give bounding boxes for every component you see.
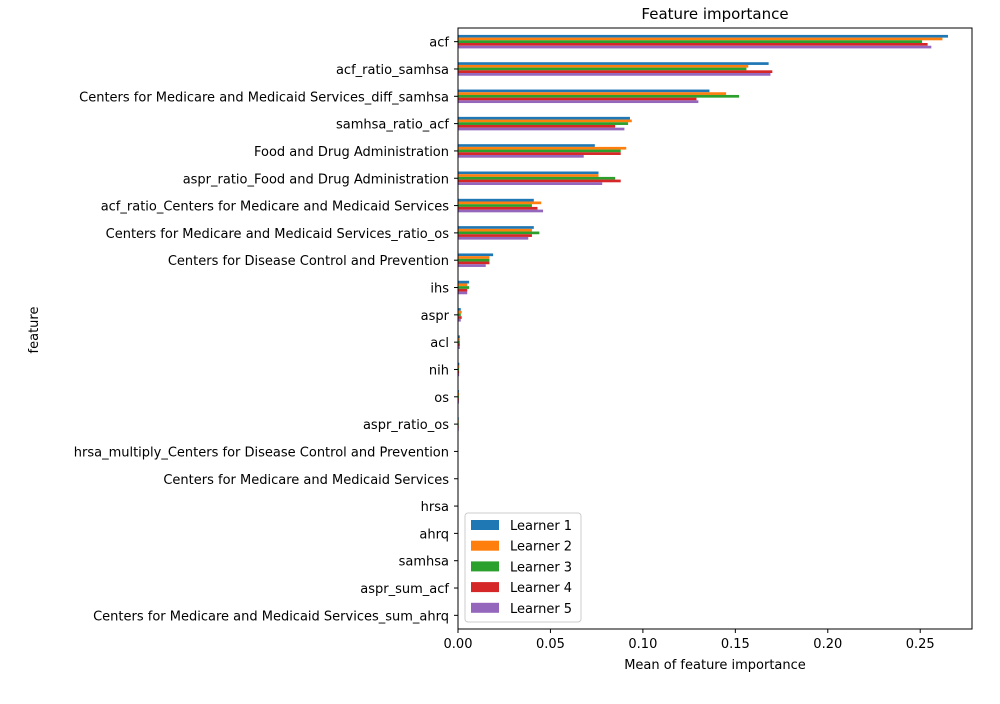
bar [458,68,746,71]
bar [458,38,942,41]
bar [458,202,541,205]
bars-group [458,35,948,513]
bar [458,98,697,101]
bar [458,289,467,292]
bar [458,73,770,76]
bar [458,155,584,158]
bar [458,144,595,147]
bar [458,70,772,73]
bar [458,316,462,319]
y-tick-label: acf [429,36,449,51]
bar [458,152,621,155]
bar [458,43,928,46]
bar [458,229,532,232]
bar [458,283,467,286]
y-tick-label: acl [430,336,449,351]
bar [458,253,493,256]
y-axis-label: feature [27,307,42,354]
y-tick-label: acf_ratio_Centers for Medicare and Medic… [101,200,450,215]
legend-swatch [471,582,499,592]
bar [458,182,602,185]
bar [458,292,467,295]
legend-swatch [471,520,499,530]
x-tick-label: 0.25 [906,637,935,652]
y-tick-label: Food and Drug Administration [254,145,449,160]
bar [458,150,621,153]
legend-swatch [471,603,499,613]
bar [458,62,769,65]
bar [458,286,469,289]
bar [458,204,532,207]
bar [458,120,632,123]
legend-label: Learner 2 [510,540,572,555]
bar [458,199,534,202]
x-tick-label: 0.20 [813,637,842,652]
bar [458,35,948,38]
legend-label: Learner 5 [510,602,572,617]
chart-title: Feature importance [641,5,788,23]
bar [458,311,462,314]
bar [458,232,539,235]
bar [458,125,615,128]
bar [458,90,709,93]
y-tick-label: aspr_ratio_Food and Drug Administration [183,172,449,187]
y-tick-label: Centers for Disease Control and Preventi… [168,254,449,269]
bar [458,100,698,103]
bar [458,95,739,98]
y-tick-label: aspr_sum_acf [360,582,449,597]
bar [458,262,489,265]
x-tick-label: 0.00 [444,637,473,652]
y-tick-label: samhsa_ratio_acf [336,118,449,133]
legend: Learner 1 Learner 2 Learner 3 Learner 4 Lear… [465,513,581,622]
bar [458,174,599,177]
bar [458,46,931,49]
bar [458,259,489,262]
legend-label: Learner 1 [510,519,572,534]
bar [458,92,726,95]
bar [458,237,528,240]
bar [458,65,748,68]
y-tick-label: aspr [421,309,450,324]
y-tick-labels: acf acf_ratio_samhsa Centers for Medicare … [74,36,458,625]
bar [458,281,469,284]
bar [458,234,532,237]
y-tick-label: ihs [430,282,449,297]
x-tick-label: 0.10 [628,637,657,652]
bar [458,264,486,267]
y-tick-label: aspr_ratio_os [363,418,449,433]
x-tick-label: 0.15 [721,637,750,652]
y-tick-label: Centers for Medicare and Medicaid Servic… [79,90,449,105]
x-axis-label: Mean of feature importance [624,658,806,673]
y-tick-label: hrsa_multiply_Centers for Disease Contro… [74,445,449,460]
y-tick-label: Centers for Medicare and Medicaid Servic… [106,227,450,242]
bar [458,128,624,131]
legend-swatch [471,541,499,551]
x-tick-labels: 0.00 0.05 0.10 0.15 0.20 0.25 [444,629,935,652]
y-tick-label: os [434,391,449,406]
bar [458,172,599,175]
bar [458,226,534,229]
bar [458,122,628,125]
bar [458,177,615,180]
y-tick-label: Centers for Medicare and Medicaid Servic… [93,609,449,624]
bar [458,256,489,259]
y-tick-label: hrsa [421,500,449,515]
y-tick-label: ahrq [419,527,449,542]
legend-label: Learner 4 [510,581,572,596]
bar [458,207,538,210]
bar [458,40,922,43]
bar [458,147,626,150]
bar [458,210,543,213]
y-tick-label: acf_ratio_samhsa [336,63,449,78]
y-tick-label: nih [429,363,449,378]
bar [458,180,621,183]
y-tick-label: Centers for Medicare and Medicaid Servic… [163,473,449,488]
y-tick-label: samhsa [399,555,449,570]
x-tick-label: 0.05 [536,637,565,652]
bar [458,117,630,120]
legend-label: Learner 3 [510,560,572,575]
legend-swatch [471,561,499,571]
